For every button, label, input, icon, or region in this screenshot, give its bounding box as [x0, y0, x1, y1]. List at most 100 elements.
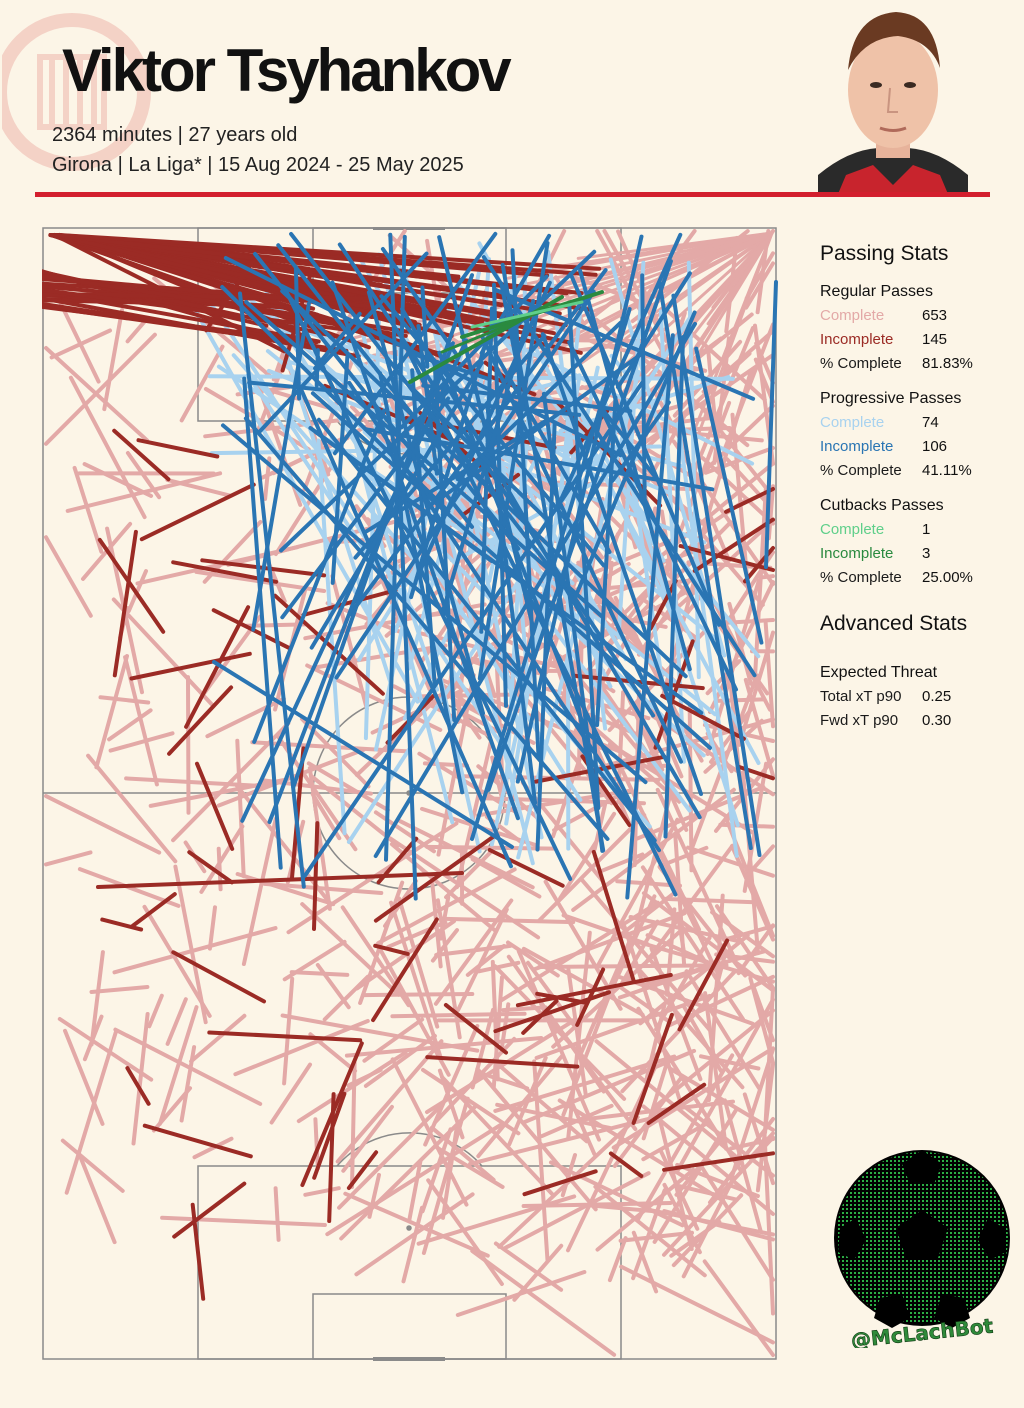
- pass-regular-incomplete: [112, 529, 138, 678]
- pass-regular-complete: [107, 708, 153, 742]
- header-rule: [35, 192, 990, 197]
- fwd-xt-row: Fwd xT p90 0.30: [820, 712, 951, 729]
- pass-regular-complete: [142, 904, 212, 1018]
- pass-regular-complete: [658, 1147, 700, 1231]
- pass-regular-complete: [674, 1136, 724, 1197]
- pass-regular-complete: [60, 1138, 125, 1193]
- pass-regular-complete: [171, 721, 291, 843]
- pass-regular-complete: [679, 231, 774, 353]
- pass-regular-complete: [594, 1039, 737, 1158]
- total-xt-value: 0.25: [922, 688, 952, 705]
- pass-regular-complete: [63, 1028, 105, 1126]
- pass-progressive-incomplete: [663, 335, 686, 839]
- pass-regular-complete: [44, 850, 93, 867]
- pass-regular-incomplete: [648, 578, 678, 631]
- pass-regular-incomplete: [139, 482, 256, 542]
- pass-regular-complete: [341, 1104, 394, 1173]
- pass-regular-complete: [470, 1007, 495, 1090]
- pass-regular-complete: [433, 898, 514, 1006]
- pass-progressive-incomplete: [625, 333, 675, 900]
- pass-regular-complete: [763, 986, 775, 1135]
- pass-regular-complete: [421, 1067, 521, 1136]
- pass-progressive-incomplete: [559, 232, 683, 500]
- pass-regular-complete: [256, 384, 336, 412]
- pass-regular-incomplete: [142, 1123, 253, 1159]
- pass-progressive-incomplete: [212, 660, 514, 849]
- pass-progressive-incomplete: [256, 251, 429, 435]
- pass-progressive-incomplete: [492, 282, 508, 708]
- pass-progressive-incomplete: [293, 265, 302, 401]
- pass-progressive-incomplete: [595, 395, 618, 727]
- cutbacks-incomplete-label: Incomplete: [820, 545, 894, 562]
- pass-regular-complete: [595, 1167, 696, 1252]
- pass-regular-complete: [613, 973, 755, 1026]
- pass-progressive-incomplete: [366, 290, 485, 716]
- pass-regular-complete: [337, 1103, 444, 1210]
- pass-regular-complete: [607, 1236, 628, 1283]
- pass-regular-complete: [557, 1098, 726, 1203]
- pass-regular-incomplete: [204, 261, 254, 333]
- progressive-complete-value: 74: [922, 414, 939, 431]
- pass-regular-complete: [113, 1027, 263, 1106]
- pass-regular-complete: [506, 940, 560, 978]
- pass-progressive-incomplete: [640, 273, 647, 503]
- pass-regular-complete: [82, 462, 154, 498]
- progressive-incomplete-row: Incomplete 106: [820, 438, 947, 455]
- pass-regular-complete: [662, 1209, 775, 1242]
- pass-regular-incomplete: [735, 764, 775, 781]
- pass-regular-complete: [151, 1086, 192, 1133]
- pass-regular-complete: [44, 794, 162, 855]
- pass-regular-complete: [702, 1259, 775, 1357]
- total-xt-row: Total xT p90 0.25: [820, 688, 951, 705]
- regular-incomplete-label: Incomplete: [820, 331, 894, 348]
- pass-regular-complete: [389, 900, 443, 1059]
- pass-progressive-incomplete: [332, 231, 498, 456]
- progressive-complete-label: Complete: [820, 414, 885, 431]
- pass-regular-complete: [158, 1005, 199, 1126]
- cutbacks-complete-row: Complete 1: [820, 521, 930, 538]
- regular-pct-row: % Complete 81.83%: [820, 355, 973, 372]
- pass-regular-complete: [649, 946, 703, 1082]
- pass-regular-complete: [313, 1117, 320, 1171]
- pass-regular-complete: [470, 857, 542, 899]
- pass-regular-complete: [358, 880, 405, 1005]
- pass-progressive-incomplete: [764, 280, 778, 569]
- cutbacks-pct-value: 25.00%: [922, 569, 973, 586]
- pass-regular-incomplete: [96, 871, 464, 889]
- total-xt-label: Total xT p90: [820, 688, 902, 705]
- pass-progressive-incomplete: [380, 247, 458, 356]
- pass-regular-complete: [44, 535, 93, 618]
- pass-regular-incomplete: [42, 287, 364, 334]
- pass-progressive-incomplete: [280, 396, 451, 620]
- pass-regular-complete: [361, 992, 475, 998]
- pass-regular-complete: [455, 739, 493, 890]
- pass-regular-incomplete: [171, 950, 266, 1004]
- pass-regular-complete: [743, 677, 775, 778]
- cutbacks-complete-label: Complete: [820, 521, 885, 538]
- pass-regular-incomplete: [207, 1030, 363, 1043]
- pass-cutback-complete: [470, 300, 584, 329]
- pass-regular-complete: [262, 881, 384, 895]
- pass-regular-complete: [102, 308, 124, 412]
- pass-regular-complete: [421, 1096, 470, 1255]
- regular-complete-row: Complete 653: [820, 307, 947, 324]
- pass-regular-incomplete: [42, 296, 361, 359]
- pass-regular-complete: [261, 778, 373, 796]
- pass-regular-complete: [630, 795, 672, 946]
- pass-regular-incomplete: [443, 1003, 508, 1055]
- pass-regular-complete: [330, 574, 369, 711]
- pass-regular-complete: [617, 965, 711, 1000]
- pass-regular-complete: [322, 974, 370, 1022]
- pass-progressive-incomplete: [399, 274, 549, 430]
- pass-regular-complete: [303, 1186, 341, 1197]
- pass-regular-complete: [280, 1013, 480, 1053]
- pass-regular-complete: [77, 1152, 117, 1245]
- pass-regular-complete: [438, 895, 451, 941]
- pass-regular-complete: [644, 1001, 667, 1082]
- pass-regular-complete: [704, 403, 775, 471]
- pass-regular-complete: [430, 928, 459, 963]
- pass-progressive-incomplete: [309, 360, 484, 650]
- pass-regular-complete: [501, 1005, 548, 1013]
- pass-progressive-incomplete: [414, 280, 552, 580]
- pass-progressive-incomplete: [481, 255, 757, 678]
